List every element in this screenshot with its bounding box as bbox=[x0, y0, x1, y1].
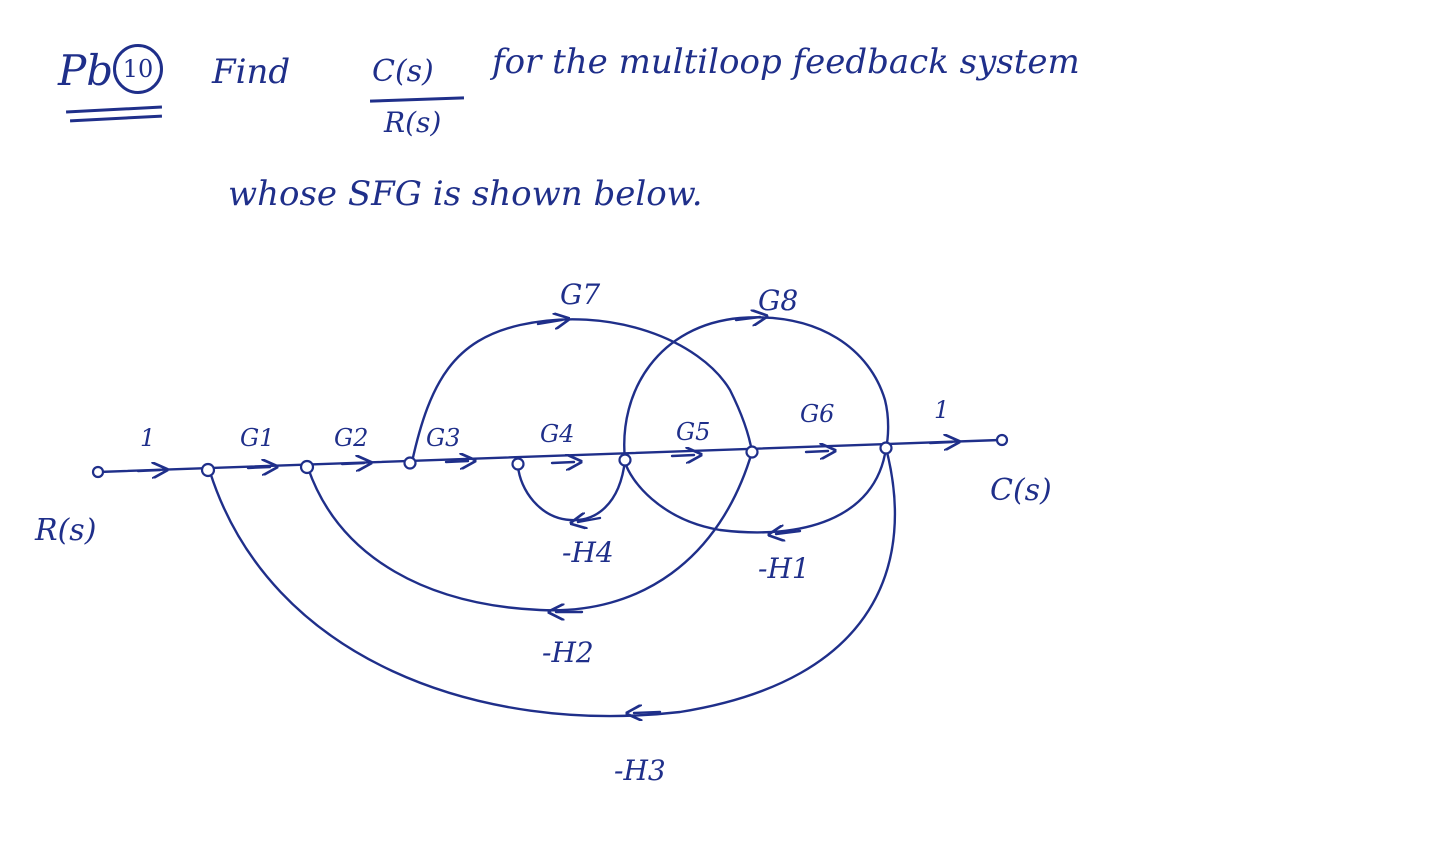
feedforward-label-g8: G8 bbox=[758, 284, 798, 317]
branch-arrow-r-to-n1 bbox=[136, 470, 160, 471]
branch-label-g5: G5 bbox=[676, 418, 710, 446]
branch-arrow-n8-to-c bbox=[928, 442, 952, 443]
node-3 bbox=[403, 456, 417, 470]
feedback-arrow-h4 bbox=[578, 518, 602, 522]
feedback-branch-h4 bbox=[516, 458, 627, 522]
feedback-arrow-h1 bbox=[776, 531, 802, 534]
node-1 bbox=[200, 462, 216, 478]
branch-arrow-g4 bbox=[550, 462, 574, 463]
transfer-function-numerator: C(s) bbox=[372, 54, 434, 89]
feedback-branch-h2 bbox=[306, 450, 754, 612]
feedforward-branch-g7 bbox=[410, 318, 754, 464]
problem-prefix: Pb bbox=[58, 46, 114, 95]
node-input bbox=[91, 465, 105, 479]
problem-number-badge: 10 bbox=[113, 44, 163, 94]
feedback-label-h1: -H1 bbox=[758, 552, 810, 585]
problem-line1-rest: for the multiloop feedback system bbox=[492, 42, 1080, 82]
node-label-output: C(s) bbox=[990, 473, 1052, 508]
branch-arrow-g2 bbox=[340, 463, 364, 464]
transfer-function-denominator: R(s) bbox=[384, 106, 442, 139]
feedforward-branch-g8 bbox=[623, 316, 890, 462]
feedforward-arrow-g7 bbox=[536, 320, 562, 324]
branch-arrow-g5 bbox=[670, 455, 694, 456]
forward-path-line bbox=[96, 438, 1002, 474]
branch-label-g4: G4 bbox=[540, 420, 574, 448]
node-2 bbox=[299, 459, 315, 475]
feedback-label-h2: -H2 bbox=[542, 636, 594, 669]
node-label-input: R(s) bbox=[34, 513, 96, 548]
branch-arrow-g3 bbox=[444, 461, 468, 462]
feedforward-arrow-g8 bbox=[734, 317, 760, 320]
node-output bbox=[995, 433, 1009, 447]
node-4 bbox=[511, 457, 525, 471]
branch-arrow-g6 bbox=[804, 451, 828, 452]
branch-label-g3: G3 bbox=[426, 424, 460, 452]
branch-label-g2: G2 bbox=[334, 424, 368, 452]
branch-label-g1: G1 bbox=[240, 424, 274, 452]
branch-label-r-to-n1: 1 bbox=[140, 424, 155, 452]
feedback-arrow-h3 bbox=[634, 712, 662, 713]
feedback-label-h4: -H4 bbox=[562, 536, 614, 569]
feedforward-label-g7: G7 bbox=[560, 278, 600, 311]
node-7 bbox=[879, 441, 893, 455]
branch-arrow-g1 bbox=[246, 467, 270, 468]
branch-label-n8-to-c: 1 bbox=[934, 396, 949, 424]
problem-line2: whose SFG is shown below. bbox=[228, 174, 703, 214]
node-6 bbox=[745, 445, 759, 459]
find-word: Find bbox=[212, 52, 291, 92]
feedback-branch-h3 bbox=[208, 446, 897, 718]
feedback-branch-h1 bbox=[623, 446, 888, 534]
feedback-label-h3: -H3 bbox=[614, 754, 666, 787]
branch-label-g6: G6 bbox=[800, 400, 834, 428]
node-5 bbox=[618, 453, 632, 467]
